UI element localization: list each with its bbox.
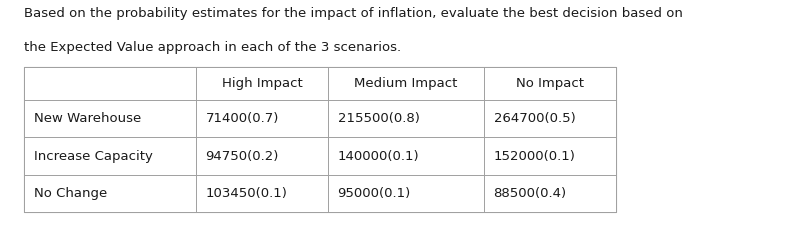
Bar (484, 100, 616, 137)
Text: New Warehouse: New Warehouse (34, 112, 141, 125)
Text: Based on the probability estimates for the impact of inflation, evaluate the bes: Based on the probability estimates for t… (24, 7, 683, 20)
Bar (24, 67, 616, 212)
Text: the Expected Value approach in each of the 3 scenarios.: the Expected Value approach in each of t… (24, 41, 401, 54)
Bar (484, 137, 616, 175)
Bar (196, 67, 328, 100)
Bar (196, 137, 328, 175)
Bar (484, 67, 616, 100)
Text: 152000(0.1): 152000(0.1) (494, 150, 575, 162)
Bar (24, 100, 196, 137)
Text: No Change: No Change (34, 187, 107, 200)
Bar (484, 175, 616, 212)
Bar (24, 137, 196, 175)
Text: No Impact: No Impact (516, 77, 584, 90)
Bar (328, 175, 484, 212)
Text: 94750(0.2): 94750(0.2) (206, 150, 279, 162)
Text: 103450(0.1): 103450(0.1) (206, 187, 287, 200)
Bar (24, 67, 196, 100)
Bar (196, 100, 328, 137)
Text: 215500(0.8): 215500(0.8) (338, 112, 419, 125)
Text: 95000(0.1): 95000(0.1) (338, 187, 411, 200)
Text: 140000(0.1): 140000(0.1) (338, 150, 419, 162)
Bar (328, 100, 484, 137)
Text: 88500(0.4): 88500(0.4) (494, 187, 566, 200)
Bar (24, 175, 196, 212)
Bar (196, 175, 328, 212)
Text: High Impact: High Impact (222, 77, 302, 90)
Text: 71400(0.7): 71400(0.7) (206, 112, 279, 125)
Text: 264700(0.5): 264700(0.5) (494, 112, 575, 125)
Text: Medium Impact: Medium Impact (354, 77, 458, 90)
Text: Increase Capacity: Increase Capacity (34, 150, 153, 162)
Bar (328, 67, 484, 100)
Bar (328, 137, 484, 175)
